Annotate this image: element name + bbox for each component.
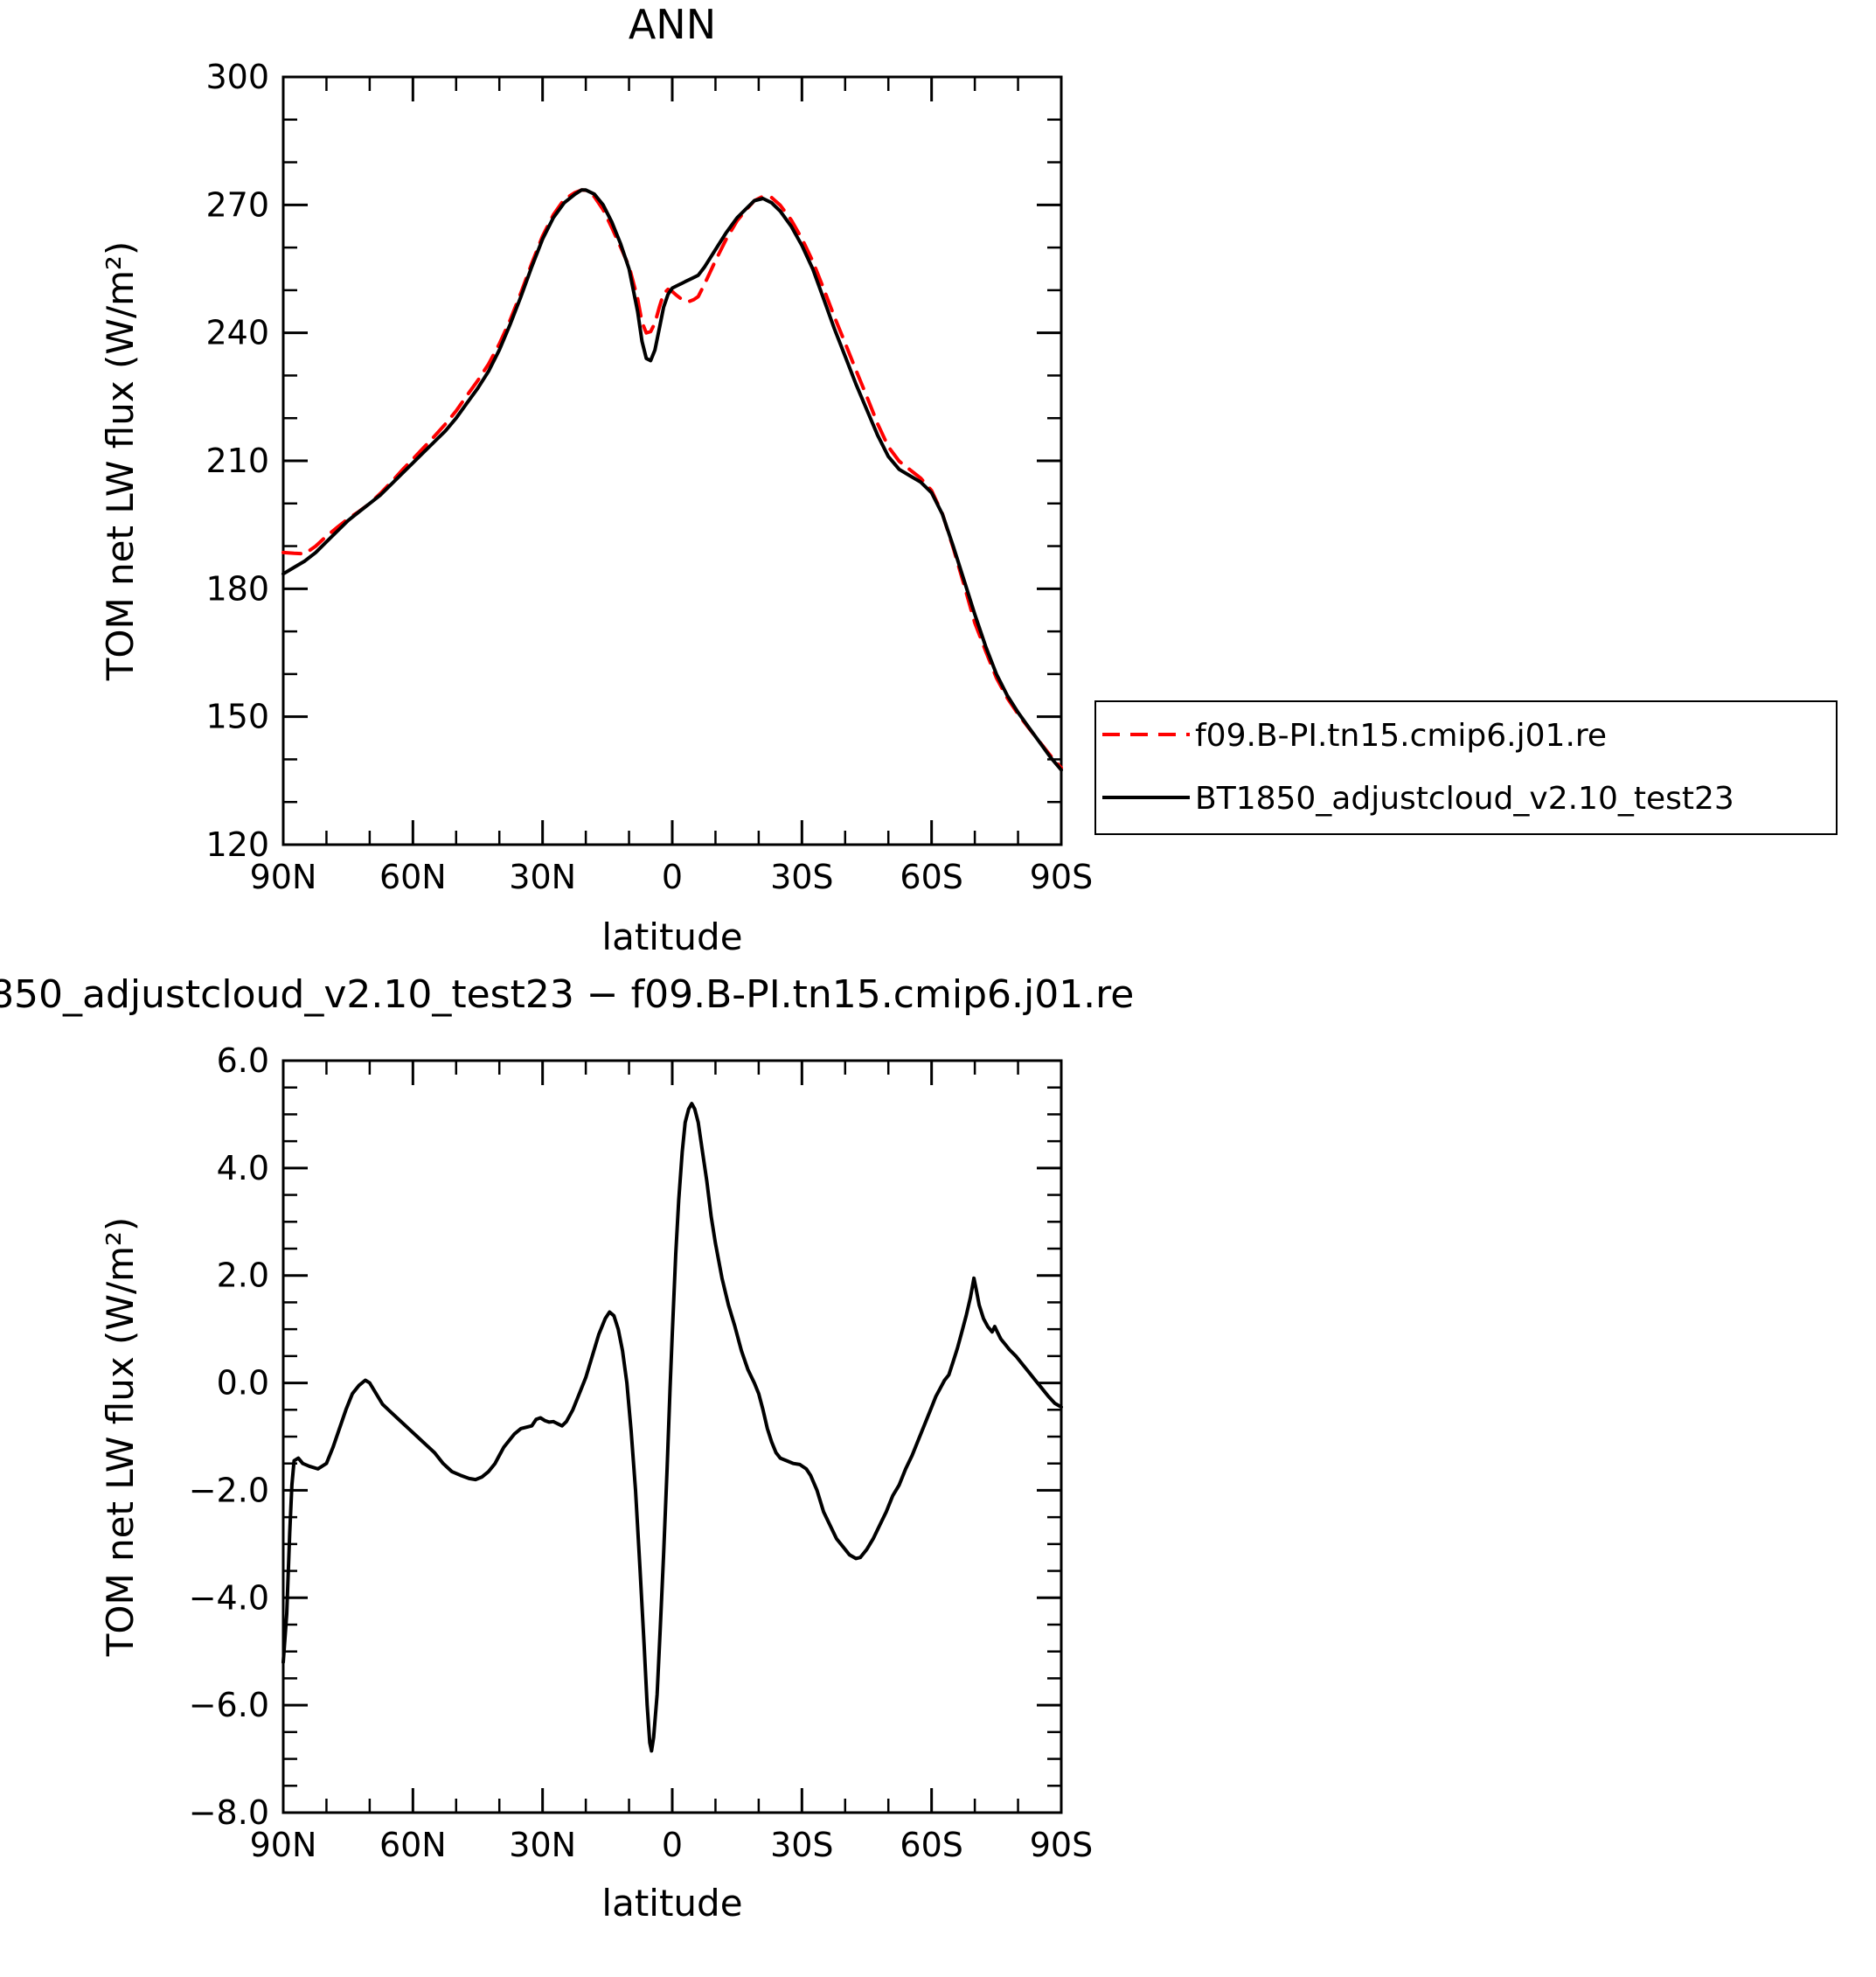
y-tick-label: 0.0 xyxy=(217,1364,269,1403)
x-tick-label: 90S xyxy=(1030,858,1093,896)
y-tick-label: 300 xyxy=(205,58,269,96)
x-tick-label: 90N xyxy=(250,858,317,896)
x-tick-label: 30S xyxy=(770,1826,833,1864)
y-tick-label: −8.0 xyxy=(189,1793,269,1832)
x-tick-label: 60N xyxy=(379,858,447,896)
legend: f09.B-PI.tn15.cmip6.j01.re BT1850_adjustc… xyxy=(1094,700,1838,835)
legend-label: BT1850_adjustcloud_v2.10_test23 xyxy=(1195,781,1734,817)
y-tick-label: 120 xyxy=(205,825,269,864)
y-tick-label: −4.0 xyxy=(189,1578,269,1617)
diff-chart-title: 850_adjustcloud_v2.10_test23 − f09.B-PI.… xyxy=(0,972,1134,1017)
x-tick-label: 30N xyxy=(509,858,576,896)
y-tick-label: 6.0 xyxy=(217,1041,269,1080)
x-tick-label: 0 xyxy=(662,1826,683,1864)
x-tick-label: 90S xyxy=(1030,1826,1093,1864)
x-tick-label: 60N xyxy=(379,1826,447,1864)
y-tick-label: −6.0 xyxy=(189,1686,269,1724)
y-tick-label: 4.0 xyxy=(217,1149,269,1187)
y-tick-label: 210 xyxy=(205,442,269,480)
x-tick-label: 90N xyxy=(250,1826,317,1864)
ann-x-axis-label: latitude xyxy=(601,915,742,958)
y-tick-label: −2.0 xyxy=(189,1471,269,1509)
legend-box xyxy=(1094,700,1838,835)
series-line-solid-black xyxy=(281,188,1063,772)
series-line-dashed-red xyxy=(281,188,1063,770)
ann-chart-title: ANN xyxy=(629,1,716,48)
series-line-solid-black xyxy=(281,1102,1063,1753)
x-tick-label: 30S xyxy=(770,858,833,896)
x-tick-label: 60S xyxy=(900,858,962,896)
x-tick-label: 30N xyxy=(509,1826,576,1864)
plot-frame xyxy=(281,1059,1063,1814)
x-tick-label: 0 xyxy=(662,858,683,896)
diff-chart-group: 90N 60N 30N 0 30S 60S 90S 6.0 4.0 2.0 0.0 −2.0 −4.0 −… xyxy=(189,1041,1094,1864)
y-tick-label: 180 xyxy=(205,569,269,608)
x-tick-label: 60S xyxy=(900,1826,962,1864)
y-tick-label: 2.0 xyxy=(217,1257,269,1295)
tick-marks xyxy=(281,1059,1063,1814)
ann-chart-group: 90N 60N 30N 0 30S 60S 90S 300 270 240 210 180 150 120… xyxy=(205,58,1838,896)
y-tick-label: 150 xyxy=(205,698,269,736)
diff-y-axis-label: TOM net LW flux (W/m²) xyxy=(99,1217,142,1657)
y-tick-label: 270 xyxy=(205,185,269,224)
diff-x-axis-label: latitude xyxy=(601,1882,742,1925)
y-tick-label: 240 xyxy=(205,314,269,352)
plot-frame xyxy=(281,75,1063,846)
ann-y-axis-label: TOM net LW flux (W/m²) xyxy=(99,241,142,681)
tick-marks xyxy=(281,75,1063,846)
legend-label: f09.B-PI.tn15.cmip6.j01.re xyxy=(1195,718,1607,754)
